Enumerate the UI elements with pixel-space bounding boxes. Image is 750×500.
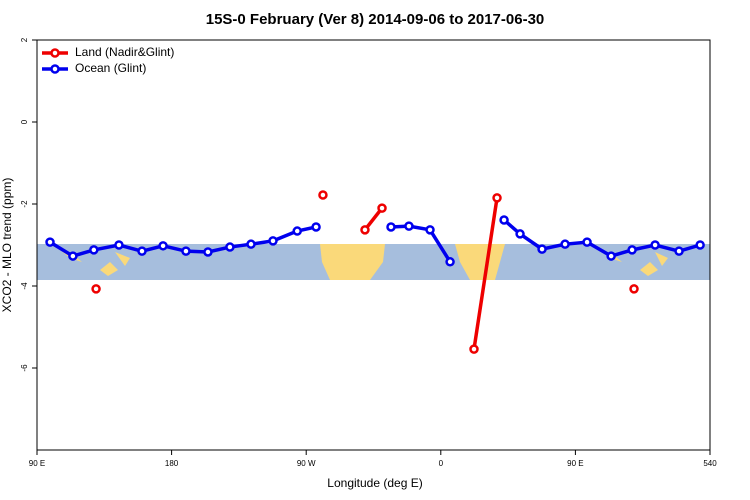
plot-frame <box>36 39 711 451</box>
data-point <box>404 221 414 231</box>
data-point <box>499 215 509 225</box>
data-point <box>45 237 55 247</box>
data-point <box>629 284 639 294</box>
legend-label: Ocean (Glint) <box>75 61 146 75</box>
data-point <box>91 284 101 294</box>
y-tick-label: -4 <box>20 282 29 290</box>
x-axis-label: Longitude (deg E) <box>327 476 422 490</box>
data-point <box>650 240 660 250</box>
chart-title: 15S-0 February (Ver 8) 2014-09-06 to 201… <box>206 11 545 28</box>
series-line <box>472 197 499 350</box>
data-point <box>674 246 684 256</box>
data-point <box>89 245 99 255</box>
data-point <box>318 190 328 200</box>
data-point <box>606 251 616 261</box>
data-point <box>445 257 455 267</box>
x-tick-label: 0 <box>439 459 444 468</box>
data-point <box>492 193 502 203</box>
data-point <box>360 225 370 235</box>
x-tick-label: 90 E <box>29 459 45 468</box>
data-point <box>537 244 547 254</box>
legend-label: Land (Nadir&Glint) <box>75 45 174 59</box>
data-point <box>377 203 387 213</box>
y-axis-label: XCO2 - MLO trend (ppm) <box>0 178 14 313</box>
data-point <box>158 241 168 251</box>
y-tick-label: -2 <box>20 200 29 208</box>
data-point <box>203 247 213 257</box>
legend-marker <box>50 64 60 74</box>
legend-marker <box>50 48 60 58</box>
data-point <box>386 222 396 232</box>
data-point <box>68 251 78 261</box>
data-point <box>114 240 124 250</box>
data-point <box>515 229 525 239</box>
series-line <box>502 218 701 258</box>
data-point <box>268 236 278 246</box>
data-point <box>695 240 705 250</box>
x-tick-label: 90 W <box>297 459 316 468</box>
data-point <box>582 237 592 247</box>
data-point <box>425 225 435 235</box>
x-tick-label: 540 <box>703 459 717 468</box>
data-point <box>560 239 570 249</box>
x-tick-label: 90 E <box>567 459 583 468</box>
data-point <box>311 222 321 232</box>
series-line <box>390 224 452 263</box>
data-point <box>181 246 191 256</box>
data-point <box>246 239 256 249</box>
y-tick-label: 0 <box>20 119 29 124</box>
x-tick-label: 180 <box>165 459 179 468</box>
y-tick-label: 2 <box>20 37 29 42</box>
data-point <box>137 246 147 256</box>
data-point <box>469 344 479 354</box>
y-tick-label: -6 <box>20 364 29 372</box>
data-point <box>292 226 302 236</box>
data-point <box>225 242 235 252</box>
data-point <box>627 245 637 255</box>
